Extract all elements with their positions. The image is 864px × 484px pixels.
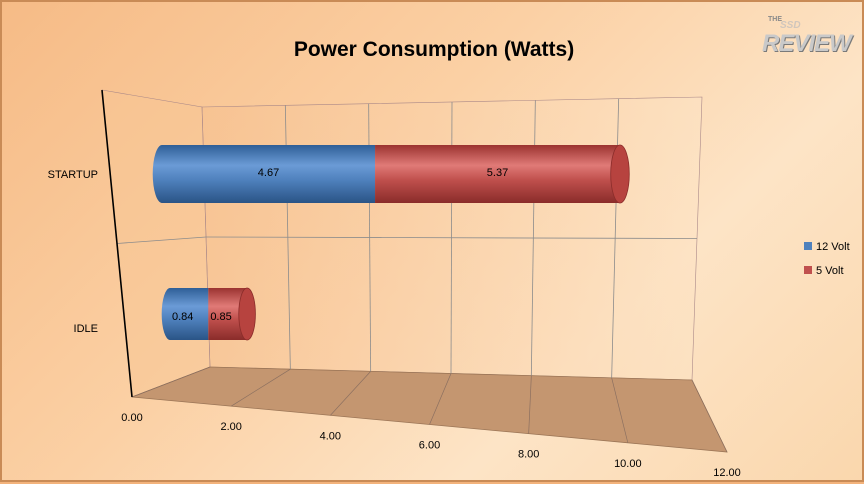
chart-title: Power Consumption (Watts) (293, 38, 575, 61)
data-label: 5.37 (487, 167, 508, 179)
gridline-floor (691, 379, 728, 453)
x-tick-label: 10.00 (614, 458, 642, 470)
legend-swatch (804, 266, 812, 274)
category-label: IDLE (74, 323, 98, 335)
bar-cap-left (152, 145, 172, 203)
bar-startup-12-volt (162, 145, 376, 203)
gridline-floor (230, 368, 291, 407)
legend-swatch (804, 242, 812, 250)
gridline-floor (528, 375, 532, 434)
bar-cap-right (238, 287, 256, 341)
plot-walls (101, 89, 728, 453)
gridline-floor (131, 366, 211, 398)
bars-layer: 4.67 5.37 0.84 0.85 (152, 144, 630, 341)
x-tick-label: 0.00 (121, 412, 142, 424)
logo-line-1: THE (768, 16, 782, 23)
legend-label: 5 Volt (816, 265, 844, 277)
legend: 12 Volt 5 Volt (804, 241, 850, 277)
x-tick-label: 8.00 (518, 449, 539, 461)
data-label: 4.67 (258, 167, 279, 179)
legend-label: 12 Volt (816, 241, 850, 253)
logo-line-2: SSD (780, 20, 801, 31)
gridline-floor (429, 373, 452, 425)
x-tick-label: 2.00 (220, 421, 241, 433)
gridline-horizontal (205, 236, 698, 239)
data-label: 0.85 (210, 311, 231, 323)
gridline-side (116, 236, 207, 244)
bar-startup-5-volt (375, 145, 620, 203)
category-label: STARTUP (48, 169, 98, 181)
bar-cap-right (610, 144, 630, 204)
x-tick-label: 4.00 (320, 430, 341, 442)
category-axis-line (101, 89, 133, 398)
logo-line-3: REVIEW (762, 30, 852, 57)
gridline-floor (611, 377, 629, 443)
data-label: 0.84 (172, 311, 193, 323)
site-logo: THE SSD REVIEW (758, 16, 854, 60)
bar-cap-left (161, 288, 179, 340)
gridline-floor (330, 371, 371, 416)
x-tick-label: 12.00 (713, 467, 741, 479)
axes-layer: 0.00 2.00 4.00 6.00 8.00 10.00 12.00 STARTUP IDL… (48, 89, 741, 479)
x-tick-label: 6.00 (419, 440, 440, 452)
